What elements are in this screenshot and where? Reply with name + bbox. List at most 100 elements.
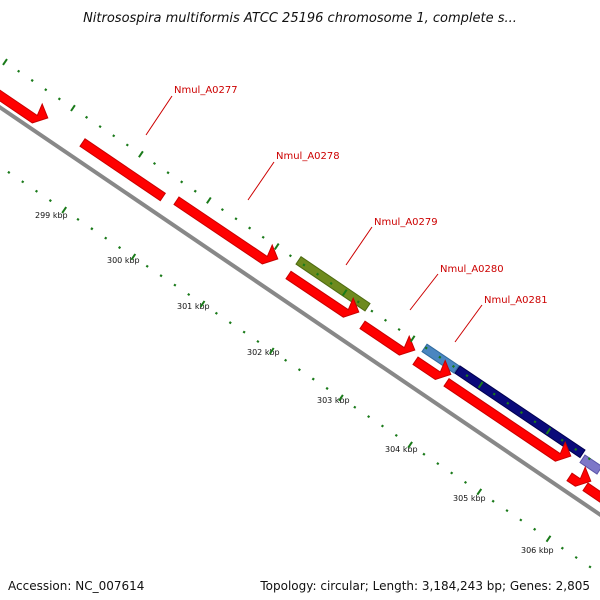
gene-arrow-olive[interactable]	[295, 256, 371, 312]
scale-minor-tick	[214, 311, 218, 315]
gene-arrow-red[interactable]	[79, 138, 166, 202]
scale-minor-tick	[21, 180, 25, 184]
gene-label-leader	[247, 161, 275, 201]
scale-minor-tick	[560, 546, 564, 550]
gene-arrow-red[interactable]	[566, 465, 592, 487]
gene-label-leader	[345, 226, 373, 266]
scale-minor-tick	[48, 199, 52, 203]
scale-minor-tick	[117, 245, 122, 250]
scale-major-tick	[477, 381, 484, 389]
scale-minor-tick	[57, 97, 61, 101]
scale-minor-tick	[288, 254, 292, 258]
scale-minor-tick	[450, 471, 454, 475]
scale-minor-tick	[587, 457, 591, 461]
scale-major-tick	[407, 441, 413, 449]
scale-minor-tick	[353, 405, 357, 409]
scale-minor-tick	[451, 364, 455, 368]
scale-minor-tick	[370, 309, 374, 313]
scale-minor-tick	[7, 170, 11, 174]
scale-minor-tick	[356, 300, 360, 304]
scale-minor-tick	[519, 411, 523, 415]
scale-minor-tick	[588, 565, 592, 569]
scale-major-tick	[130, 253, 137, 261]
scale-minor-tick	[397, 327, 401, 332]
scale-minor-tick	[506, 401, 510, 405]
scale-minor-tick	[463, 480, 468, 484]
scale-minor-tick	[302, 263, 306, 267]
scale-major-tick	[341, 289, 348, 297]
scale-minor-tick	[316, 272, 320, 276]
scale-minor-tick	[505, 509, 509, 513]
scale-minor-tick	[329, 281, 333, 285]
scale-minor-tick	[380, 424, 384, 428]
kbp-label: 305 kbp	[453, 494, 486, 503]
scale-minor-tick	[152, 161, 157, 166]
scale-major-tick	[2, 58, 8, 66]
scale-minor-tick	[256, 339, 260, 344]
scale-major-tick	[61, 206, 68, 214]
genome-summary-text: Topology: circular; Length: 3,184,243 bp…	[260, 579, 590, 593]
scale-minor-tick	[98, 125, 102, 129]
kbp-label: 302 kbp	[247, 348, 280, 357]
scale-major-tick	[70, 104, 76, 112]
scale-minor-tick	[187, 292, 191, 297]
scale-minor-tick	[17, 69, 21, 73]
gene-arrow-navy[interactable]	[454, 365, 586, 459]
scale-major-tick	[545, 427, 552, 435]
scale-minor-tick	[44, 88, 48, 92]
scale-major-tick	[138, 150, 144, 158]
scale-minor-tick	[193, 189, 197, 193]
scale-minor-tick	[574, 447, 578, 452]
kbp-label: 301 kbp	[177, 302, 210, 311]
scale-minor-tick	[248, 226, 252, 230]
scale-minor-tick	[76, 217, 80, 221]
scale-minor-tick	[491, 499, 495, 503]
gene-arrow-red[interactable]	[285, 270, 360, 318]
gene-label-leader	[409, 273, 439, 311]
kbp-label: 304 kbp	[385, 445, 418, 454]
scale-minor-tick	[228, 321, 232, 325]
scale-minor-tick	[519, 518, 523, 522]
scale-minor-tick	[112, 134, 116, 138]
kbp-label: 303 kbp	[317, 396, 350, 405]
scale-minor-tick	[422, 452, 426, 456]
accession-text: Accession: NC_007614	[8, 579, 145, 593]
scale-minor-tick	[90, 227, 94, 231]
gene-arrow-red[interactable]	[173, 196, 279, 265]
gene-label[interactable]: Nmul_A0277	[174, 85, 238, 96]
scale-minor-tick	[125, 143, 129, 147]
scale-major-tick	[338, 394, 344, 402]
scale-minor-tick	[367, 415, 371, 419]
scale-minor-tick	[297, 368, 301, 372]
gene-label[interactable]: Nmul_A0280	[440, 264, 504, 275]
gene-arrow-red[interactable]	[412, 356, 452, 381]
scale-minor-tick	[394, 433, 398, 437]
gene-label[interactable]: Nmul_A0278	[276, 151, 340, 162]
scale-minor-tick	[574, 555, 578, 560]
scale-major-tick	[545, 535, 552, 543]
scale-minor-tick	[424, 346, 428, 350]
gene-arrow-red[interactable]	[443, 378, 572, 462]
gene-label[interactable]: Nmul_A0279	[374, 217, 438, 228]
scale-minor-tick	[220, 208, 224, 212]
gene-arrow-red[interactable]	[582, 482, 600, 503]
scale-minor-tick	[180, 180, 184, 184]
gene-label[interactable]: Nmul_A0281	[484, 295, 548, 306]
kbp-label: 299 kbp	[35, 211, 68, 220]
scale-minor-tick	[438, 355, 442, 359]
gene-arrow-red[interactable]	[359, 320, 416, 356]
scale-minor-tick	[34, 189, 39, 193]
gene-label-leader	[145, 95, 173, 136]
gene-arrow-lavender[interactable]	[579, 454, 600, 475]
scale-minor-tick	[159, 274, 163, 278]
kbp-label: 300 kbp	[107, 256, 140, 265]
scale-minor-tick	[166, 171, 170, 175]
scale-minor-tick	[465, 374, 469, 378]
kbp-label: 306 kbp	[521, 546, 554, 555]
gene-arrow-red[interactable]	[0, 83, 49, 124]
gene-arrow-light-blue[interactable]	[421, 343, 460, 374]
scale-major-tick	[268, 347, 275, 355]
scale-minor-tick	[492, 392, 496, 396]
scale-major-tick	[476, 488, 483, 496]
